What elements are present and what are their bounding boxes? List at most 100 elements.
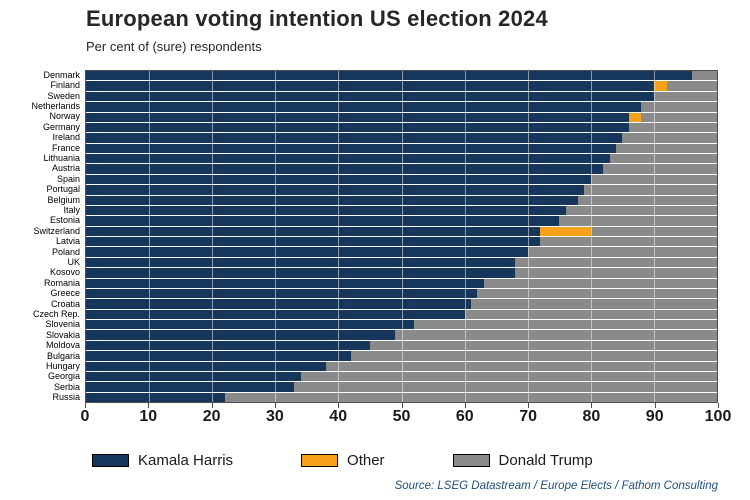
chart-title: European voting intention US election 20… — [86, 6, 548, 31]
x-axis-tick-label: 50 — [392, 408, 411, 425]
legend-swatch — [92, 454, 129, 467]
bar-segment-kamala-harris — [86, 102, 642, 112]
bar-segment-kamala-harris — [86, 71, 692, 81]
bar-segment-kamala-harris — [86, 257, 516, 268]
bar-segment-kamala-harris — [86, 122, 629, 133]
bar-segment-kamala-harris — [86, 309, 465, 319]
y-axis-label: Lithuania — [43, 152, 80, 163]
y-axis-label: France — [51, 142, 80, 153]
bar-segment-donald-trump — [565, 205, 717, 216]
bar-row — [86, 122, 717, 134]
bar-segment-kamala-harris — [86, 330, 396, 340]
bar-segment-donald-trump — [641, 112, 717, 122]
bar-row — [86, 340, 717, 352]
y-axis-label: Slovakia — [45, 329, 80, 340]
bar-segment-other — [540, 226, 591, 236]
bar-row — [86, 330, 717, 341]
y-axis-label: Slovenia — [45, 319, 80, 330]
bar-row — [86, 268, 717, 279]
bar-segment-kamala-harris — [86, 320, 415, 330]
plot-area — [85, 70, 718, 403]
bar-row — [86, 81, 717, 92]
bar-row — [86, 288, 717, 300]
y-axis-label: Georgia — [47, 371, 80, 382]
bar-segment-donald-trump — [559, 216, 717, 226]
bar-segment-other — [653, 81, 667, 91]
x-axis-tickmark — [718, 403, 719, 408]
legend-label: Donald Trump — [498, 452, 593, 469]
y-axis-label: Denmark — [43, 69, 80, 80]
y-axis-label: Latvia — [55, 236, 80, 247]
bar-segment-donald-trump — [590, 174, 717, 185]
y-axis-label: Greece — [50, 288, 80, 299]
bar-segment-donald-trump — [325, 361, 717, 371]
x-axis-tickmark — [591, 403, 593, 408]
y-axis-label: Finland — [50, 80, 80, 91]
x-axis-tick-label: 100 — [704, 408, 732, 425]
bar-segment-kamala-harris — [86, 371, 301, 382]
bar-segment-kamala-harris — [86, 164, 604, 174]
y-axis-label: Netherlands — [31, 100, 80, 111]
bar-segment-kamala-harris — [86, 154, 610, 164]
y-axis-label: Norway — [49, 111, 80, 122]
bar-segment-donald-trump — [622, 133, 717, 143]
legend-label: Other — [347, 452, 385, 469]
y-axis-label: Sweden — [47, 90, 80, 101]
bar-segment-kamala-harris — [86, 143, 617, 153]
bar-row — [86, 299, 717, 310]
bar-segment-kamala-harris — [86, 288, 478, 299]
y-axis-label: Russia — [52, 392, 80, 403]
bar-row — [86, 361, 717, 372]
y-axis-label: Poland — [51, 246, 80, 257]
y-axis-label: Kosovo — [49, 267, 80, 278]
bar-segment-donald-trump — [414, 320, 717, 330]
bar-segment-donald-trump — [464, 309, 717, 319]
bar-segment-other — [628, 112, 642, 122]
bar-segment-donald-trump — [483, 278, 717, 288]
x-axis-labels: 0 10 20 30 40 50 60 70 80 90 100 — [81, 408, 732, 428]
bar-segment-donald-trump — [653, 91, 717, 102]
bar-row — [86, 257, 717, 269]
bar-segment-kamala-harris — [86, 247, 528, 257]
bar-row — [86, 174, 717, 186]
bar-row — [86, 143, 717, 154]
chart-subtitle: Per cent of (sure) respondents — [86, 39, 262, 54]
x-axis-tick-label: 10 — [139, 408, 158, 425]
bar-segment-kamala-harris — [86, 81, 654, 91]
bar-row — [86, 382, 717, 393]
bar-segment-donald-trump — [351, 351, 717, 361]
bar-segment-donald-trump — [609, 154, 717, 164]
y-axis-label: Switzerland — [33, 225, 80, 236]
bar-segment-donald-trump — [395, 330, 717, 340]
bar-segment-donald-trump — [477, 288, 717, 299]
bar-row — [86, 278, 717, 289]
bars-container — [86, 71, 717, 402]
y-axis-label: Romania — [43, 277, 80, 288]
y-axis-label: Portugal — [46, 184, 80, 195]
bar-segment-donald-trump — [590, 226, 717, 236]
bar-row — [86, 226, 717, 237]
bar-segment-donald-trump — [224, 392, 717, 402]
bar-segment-donald-trump — [470, 299, 717, 309]
x-axis-tickmark — [464, 403, 466, 408]
y-axis-label: Bulgaria — [46, 350, 80, 361]
bar-segment-kamala-harris — [86, 299, 471, 309]
bar-segment-donald-trump — [666, 81, 717, 91]
legend-item: Kamala Harris — [92, 452, 233, 469]
y-axis-label: Croatia — [50, 298, 80, 309]
x-axis-tickmark — [211, 403, 213, 408]
y-axis-label: Spain — [56, 173, 80, 184]
y-axis-label: Italy — [63, 204, 80, 215]
bar-segment-kamala-harris — [86, 195, 579, 205]
bar-segment-donald-trump — [369, 340, 717, 351]
bar-segment-kamala-harris — [86, 278, 484, 288]
bar-segment-kamala-harris — [86, 133, 623, 143]
legend-item: Other — [301, 452, 385, 469]
bar-segment-donald-trump — [540, 237, 717, 247]
y-axis-labels: Denmark Finland Sweden Netherlands Norway Ger… — [0, 70, 80, 403]
bar-row — [86, 237, 717, 248]
legend-item: Donald Trump — [452, 452, 593, 469]
y-axis-label: Ireland — [52, 132, 80, 143]
y-axis-label: UK — [67, 257, 80, 268]
bar-segment-donald-trump — [628, 122, 717, 133]
